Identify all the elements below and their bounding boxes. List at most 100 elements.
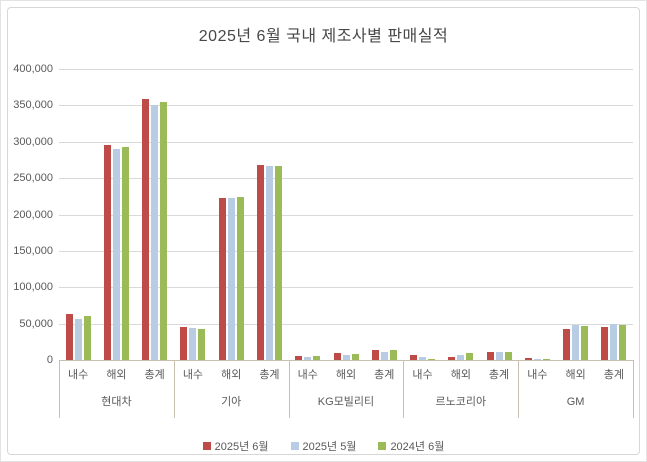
bar-현대차-내수-2024년 6월: [83, 316, 91, 360]
gridline: [59, 214, 633, 216]
bar-GM-내수-2025년 6월: [524, 358, 532, 360]
bar-GM-총계-2025년 5월: [610, 324, 618, 360]
legend-label: 2025년 6월: [214, 441, 269, 453]
bar-KG모빌리티-해외-2025년 6월: [333, 353, 341, 360]
bar-KG모빌리티-해외-2024년 6월: [351, 354, 359, 360]
legend-label: 2024년 6월: [390, 441, 445, 453]
bar-현대차-총계-2024년 6월: [160, 102, 168, 360]
group-label: 르노코리아: [435, 396, 487, 408]
bar-GM-해외-2024년 6월: [581, 326, 589, 360]
category-label: 해외: [335, 369, 357, 381]
y-tick-label: 0: [46, 354, 53, 366]
bar-르노코리아-해외-2025년 6월: [448, 357, 456, 360]
group-label: GM: [566, 396, 585, 408]
legend-swatch-icon: [202, 442, 211, 450]
y-tick-label: 350,000: [13, 99, 53, 112]
bar-GM-해외-2025년 6월: [563, 329, 571, 360]
bar-르노코리아-내수-2024년 6월: [428, 359, 435, 360]
bar-GM-총계-2024년 6월: [619, 325, 627, 360]
category-label: 내수: [182, 369, 204, 381]
category-label: 내수: [297, 369, 318, 381]
category-label: 해외: [106, 369, 127, 381]
bar-현대차-총계-2025년 5월: [151, 105, 159, 360]
bar-KG모빌리티-내수-2024년 6월: [313, 356, 321, 360]
bar-기아-해외-2024년 6월: [236, 197, 244, 360]
bar-기아-내수-2025년 5월: [189, 328, 197, 360]
category-label: 내수: [412, 369, 433, 381]
axis-separator: [518, 360, 520, 418]
bar-KG모빌리티-총계-2025년 5월: [380, 352, 388, 360]
gridline: [59, 287, 633, 289]
bar-GM-해외-2025년 5월: [572, 325, 580, 360]
category-label: 총계: [374, 369, 395, 381]
legend-item: 2025년 6월: [202, 438, 269, 454]
bar-현대차-해외-2025년 5월: [112, 149, 120, 360]
legend-swatch-icon: [378, 442, 387, 450]
legend-item: 2025년 5월: [290, 438, 357, 454]
group-label: 현대차: [101, 396, 132, 408]
y-tick-label: 50,000: [19, 317, 53, 330]
chart-frame: 2025년 6월 국내 제조사별 판매실적 0 50,000 100,000 150,…: [7, 7, 640, 455]
legend: 2025년 6월 2025년 5월 2024년 6월: [8, 438, 639, 454]
bar-KG모빌리티-총계-2025년 6월: [371, 350, 379, 360]
bar-기아-총계-2025년 6월: [257, 165, 264, 360]
bar-기아-해외-2025년 6월: [218, 198, 226, 360]
category-label: 해외: [450, 369, 471, 381]
gridline: [59, 323, 633, 325]
category-label: 총계: [259, 369, 280, 381]
bar-르노코리아-내수-2025년 6월: [410, 355, 417, 360]
axis-separator: [59, 360, 60, 418]
bar-르노코리아-해외-2025년 5월: [457, 355, 465, 360]
bar-기아-총계-2025년 5월: [266, 166, 273, 360]
bar-르노코리아-해외-2024년 6월: [466, 353, 474, 360]
y-tick-label: 200,000: [13, 208, 53, 221]
category-label: 해외: [565, 369, 586, 381]
bar-르노코리아-내수-2025년 5월: [419, 357, 426, 360]
axis-separator: [403, 360, 405, 418]
axis-separator: [173, 360, 175, 418]
chart-title: 2025년 6월 국내 제조사별 판매실적: [198, 28, 449, 45]
y-tick-label: 100,000: [13, 281, 53, 294]
legend-swatch-icon: [290, 442, 299, 450]
bar-KG모빌리티-내수-2025년 6월: [295, 356, 303, 360]
gridline: [59, 250, 633, 252]
category-label: 총계: [144, 369, 165, 381]
bar-기아-내수-2024년 6월: [198, 329, 206, 360]
bar-현대차-해외-2025년 6월: [103, 145, 111, 360]
bar-기아-내수-2025년 6월: [180, 327, 188, 360]
category-label: 해외: [221, 369, 242, 381]
group-label: 기아: [221, 396, 242, 408]
bar-기아-총계-2024년 6월: [275, 166, 282, 360]
bar-KG모빌리티-내수-2025년 5월: [304, 357, 312, 360]
bar-GM-내수-2025년 5월: [533, 359, 541, 360]
category-label: 총계: [603, 369, 624, 381]
bar-GM-내수-2024년 6월: [542, 359, 550, 360]
category-label: 내수: [68, 369, 89, 381]
y-tick-label: 300,000: [13, 135, 53, 148]
y-tick-label: 400,000: [13, 63, 53, 75]
bar-르노코리아-총계-2025년 6월: [486, 352, 494, 360]
bar-현대차-내수-2025년 5월: [74, 319, 82, 360]
group-label: KG모빌리티: [317, 396, 375, 408]
bar-GM-총계-2025년 6월: [601, 327, 609, 360]
axis-separator: [633, 360, 634, 418]
bar-기아-해외-2025년 5월: [227, 198, 235, 360]
legend-item: 2024년 6월: [378, 438, 444, 454]
gridline: [59, 141, 633, 143]
bar-KG모빌리티-해외-2025년 5월: [342, 355, 350, 360]
legend-label: 2025년 5월: [302, 441, 357, 453]
bar-현대차-총계-2025년 6월: [142, 99, 150, 360]
bar-현대차-해외-2024년 6월: [121, 147, 129, 360]
y-tick-label: 250,000: [13, 172, 53, 185]
bar-현대차-내수-2025년 6월: [65, 314, 73, 360]
gridline: [59, 105, 633, 107]
gridline: [59, 178, 633, 180]
x-axis-line: [59, 360, 633, 361]
bar-KG모빌리티-총계-2024년 6월: [389, 350, 397, 360]
bar-르노코리아-총계-2025년 5월: [495, 352, 503, 360]
bar-르노코리아-총계-2024년 6월: [504, 352, 512, 360]
y-tick-label: 150,000: [13, 244, 53, 257]
gridline: [59, 69, 633, 70]
axis-separator: [288, 360, 290, 418]
